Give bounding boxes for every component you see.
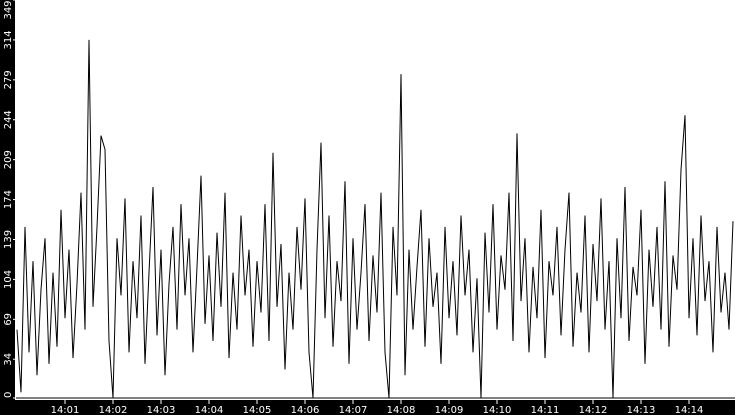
series-line [16,39,734,399]
y-tick-label: 314 [3,30,14,49]
x-tick-label: 14:09 [435,405,464,415]
x-tick-label: 14:13 [627,405,656,415]
x-axis [0,400,735,415]
y-tick-label: 244 [3,110,14,129]
y-tick-label: 139 [3,230,14,249]
x-tick-label: 14:08 [387,405,416,415]
x-tick-label: 14:05 [243,405,272,415]
x-tick-label: 14:12 [579,405,608,415]
x-tick-label: 14:06 [291,405,320,415]
y-tick-label: 34 [3,353,14,366]
y-tick-label: 0 [3,392,14,398]
x-tick-label: 14:14 [675,405,704,415]
y-tick-label: 69 [3,313,14,326]
x-tick-label: 14:11 [531,405,560,415]
y-axis [0,0,15,415]
x-tick-label: 14:04 [195,405,224,415]
y-tick-label: 349 [3,0,14,19]
y-tick-label: 174 [3,190,14,209]
y-tick-label: 279 [3,70,14,89]
y-tick-label: 104 [3,270,14,289]
x-tick-label: 14:07 [339,405,368,415]
x-tick-label: 14:03 [147,405,176,415]
y-tick-label: 209 [3,150,14,169]
x-tick-label: 14:01 [51,405,80,415]
x-tick-label: 14:02 [99,405,128,415]
x-tick-label: 14:10 [483,405,512,415]
